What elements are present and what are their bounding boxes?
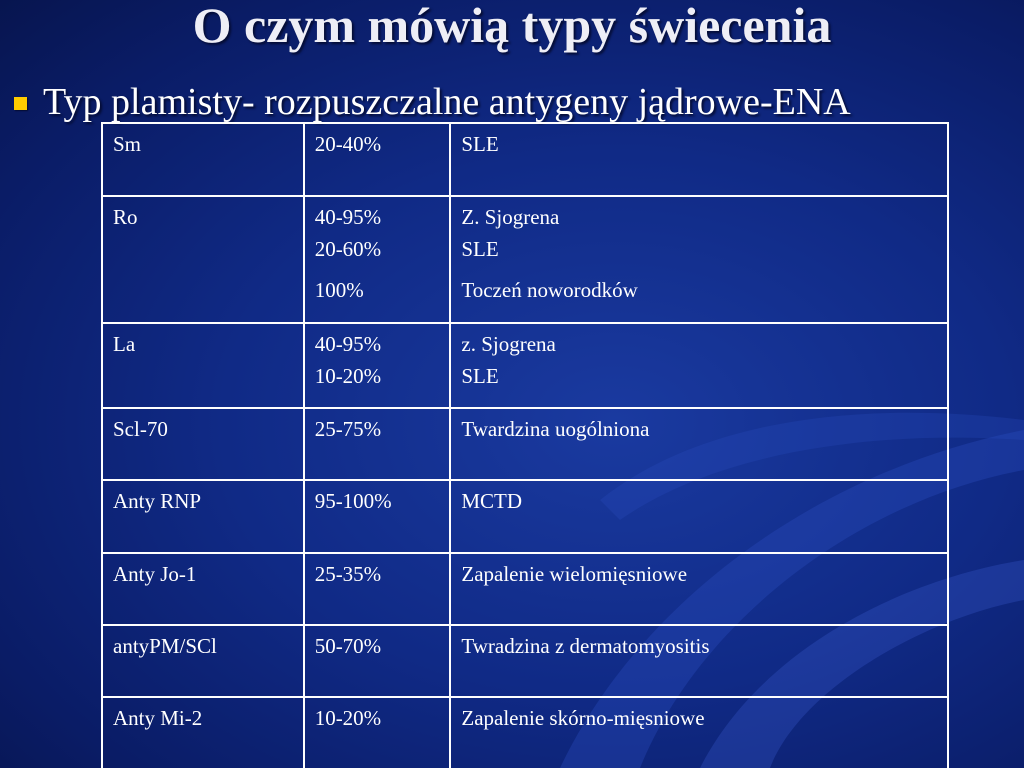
antigen-cell: La [101,322,305,409]
antigen-cell: Anty RNP [101,479,305,554]
antigen-cell: Anty Jo-1 [101,552,305,626]
disease-cell: Z. Sjogrena SLE Toczeń noworodków [449,195,949,324]
disease-cell: Zapalenie skórno-mięsniowe [449,696,949,768]
frequency-cell: 10-20% [302,696,452,768]
ena-antigen-table: Sm 20-40% SLE Ro 40-95% 20-60% 100% Z. S… [101,122,949,768]
disease-cell: Zapalenie wielomięsniowe [449,552,949,626]
table-row: antyPM/SCl 50-70% Twradzina z dermatomyo… [101,624,949,698]
antigen-cell: Sm [101,122,305,197]
bullet-point: Typ plamisty- rozpuszczalne antygeny jąd… [14,80,851,124]
table-row: Ro 40-95% 20-60% 100% Z. Sjogrena SLE To… [101,195,949,324]
frequency-cell: 40-95% 20-60% 100% [302,195,452,324]
frequency-cell: 40-95% 10-20% [302,322,452,409]
disease-cell: Twradzina z dermatomyositis [449,624,949,698]
antigen-cell: antyPM/SCl [101,624,305,698]
antigen-cell: Scl-70 [101,407,305,481]
table-row: Anty Mi-2 10-20% Zapalenie skórno-mięsni… [101,696,949,768]
table-row: Anty RNP 95-100% MCTD [101,479,949,554]
frequency-cell: 50-70% [302,624,452,698]
antigen-cell: Anty Mi-2 [101,696,305,768]
bullet-text: Typ plamisty- rozpuszczalne antygeny jąd… [43,81,851,123]
antigen-cell: Ro [101,195,305,324]
table-row: Sm 20-40% SLE [101,122,949,197]
frequency-cell: 95-100% [302,479,452,554]
frequency-cell: 25-35% [302,552,452,626]
table-row: Scl-70 25-75% Twardzina uogólniona [101,407,949,481]
table-row: La 40-95% 10-20% z. Sjogrena SLE [101,322,949,409]
disease-cell: MCTD [449,479,949,554]
frequency-cell: 20-40% [302,122,452,197]
disease-cell: SLE [449,122,949,197]
table-row: Anty Jo-1 25-35% Zapalenie wielomięsniow… [101,552,949,626]
disease-cell: Twardzina uogólniona [449,407,949,481]
square-bullet-icon [14,96,27,110]
frequency-cell: 25-75% [302,407,452,481]
disease-cell: z. Sjogrena SLE [449,322,949,409]
slide-title: O czym mówią typy świecenia [192,0,832,53]
